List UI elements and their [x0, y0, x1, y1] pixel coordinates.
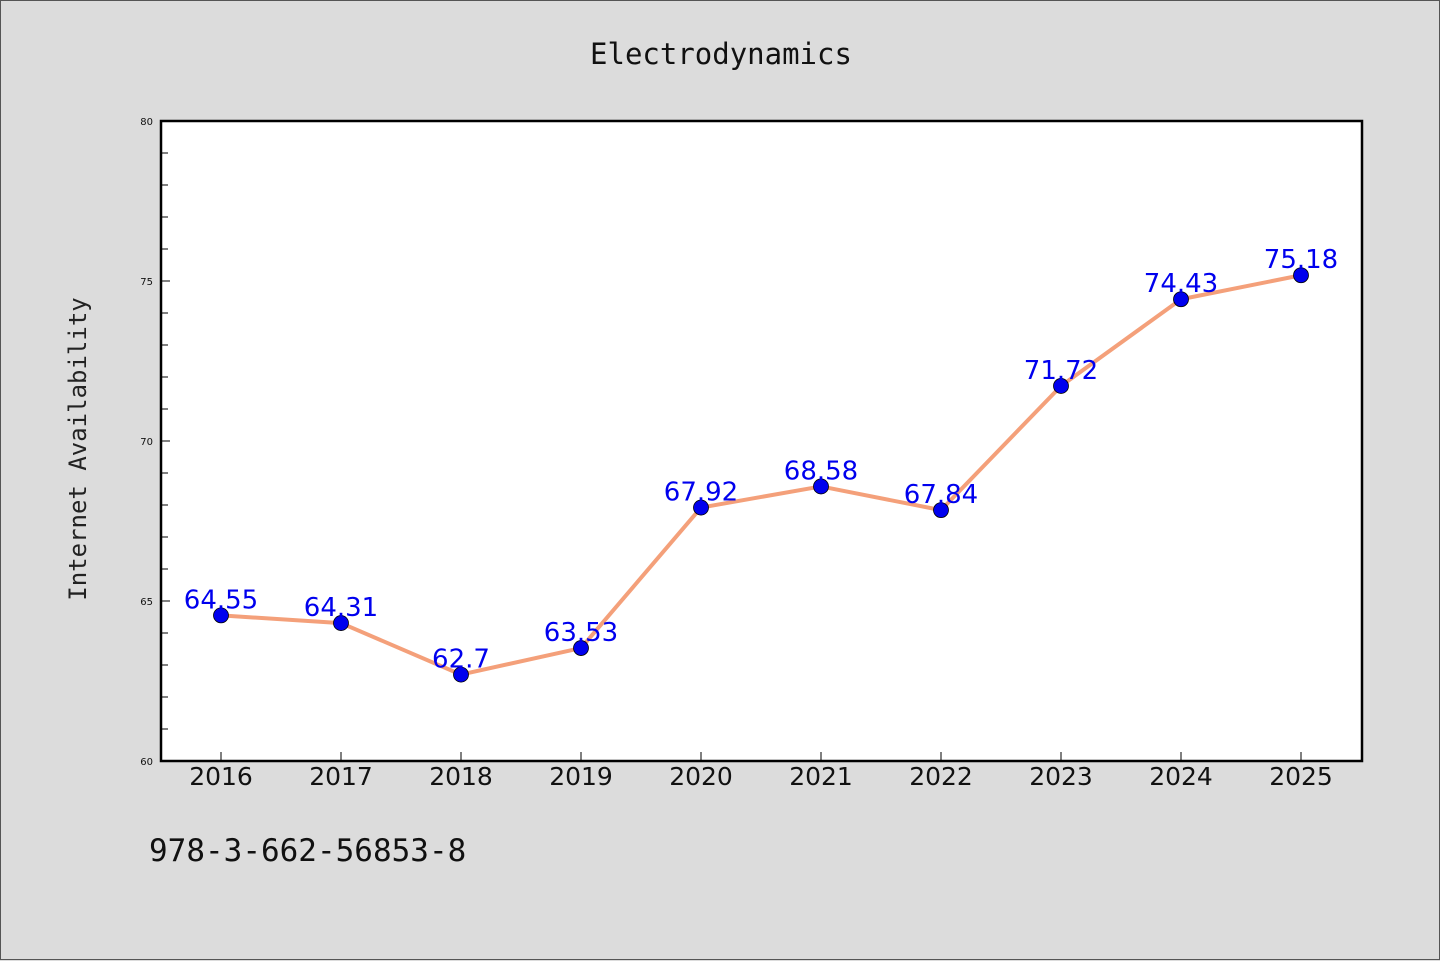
- x-tick-label: 2022: [909, 762, 973, 791]
- x-tick-label: 2025: [1269, 762, 1333, 791]
- data-label: 74.43: [1144, 269, 1218, 299]
- data-point: [213, 607, 229, 624]
- data-label: 71.72: [1024, 356, 1098, 386]
- data-point: [813, 478, 829, 495]
- isbn-code: 978-3-662-56853-8: [149, 833, 467, 869]
- x-tick-label: 2019: [549, 762, 613, 791]
- data-label: 68.58: [784, 456, 858, 486]
- y-tick-label: 75: [140, 277, 153, 288]
- x-tick-label: 2023: [1029, 762, 1093, 791]
- data-label: 64.55: [184, 585, 258, 615]
- y-axis-label: Internet Availability: [64, 297, 92, 600]
- data-point: [333, 615, 349, 631]
- y-axis: 60 65 70 75 80: [140, 117, 170, 768]
- data-label: 63.53: [544, 618, 618, 648]
- data-point: [453, 666, 469, 683]
- data-point: [1293, 267, 1309, 284]
- data-point: [1053, 378, 1069, 394]
- series-line-group: 64.55 64.31 62.7 63.53 67.92 68.58 67.84 71.72 7…: [184, 245, 1338, 683]
- data-label: 75.18: [1264, 245, 1338, 275]
- x-tick-label: 2021: [789, 762, 853, 791]
- x-axis: 2016 2017 2018 2019 2020 2021 2022 2023 2024 2025: [189, 752, 1333, 791]
- y-tick-label: 60: [140, 757, 153, 768]
- x-tick-label: 2018: [429, 762, 493, 791]
- data-label: 67.92: [664, 478, 738, 508]
- y-tick-label: 80: [140, 117, 153, 128]
- series-line: [219, 273, 1303, 677]
- data-label: 62.7: [432, 645, 490, 675]
- data-point: [573, 640, 589, 656]
- data-label: 67.84: [904, 480, 978, 510]
- data-point: [933, 502, 949, 519]
- plot-area: [159, 119, 1364, 763]
- y-tick-label: 65: [140, 597, 153, 608]
- y-tick-label: 70: [140, 437, 153, 448]
- x-tick-label: 2017: [309, 762, 373, 791]
- data-point: [1173, 291, 1189, 308]
- data-label: 64.31: [304, 593, 378, 623]
- x-tick-label: 2020: [669, 762, 733, 791]
- chart-title: Electrodynamics: [590, 37, 852, 71]
- x-tick-label: 2016: [189, 762, 253, 791]
- x-tick-label: 2024: [1149, 762, 1213, 791]
- data-point: [693, 499, 709, 516]
